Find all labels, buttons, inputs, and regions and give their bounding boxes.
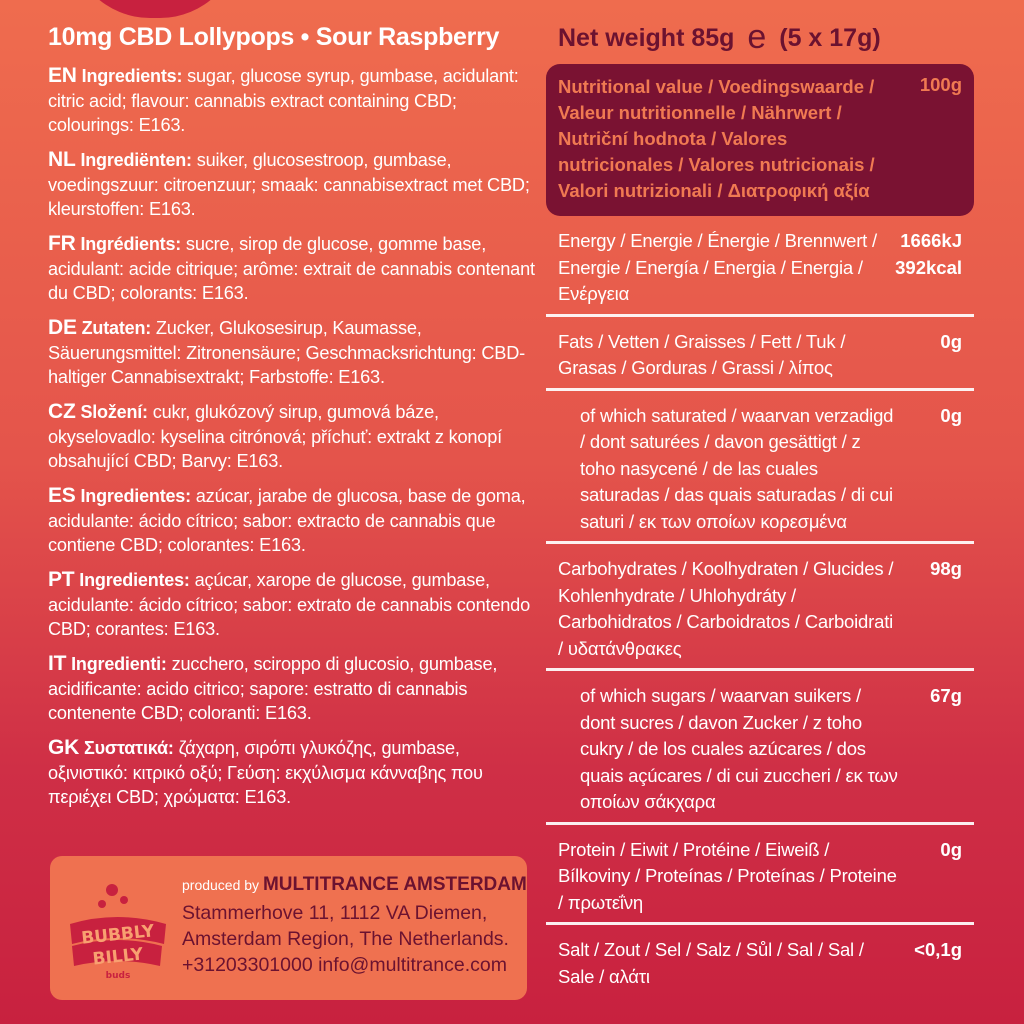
nutrition-header-label: Nutritional value / Voedingswaarde / Val… — [558, 76, 875, 201]
ingredients-label: Složení: — [80, 402, 148, 422]
decorative-circle — [70, 0, 240, 18]
nutrient-value: 0g — [940, 404, 962, 426]
ingredients-label: Ingredienti: — [71, 654, 167, 674]
language-code: IT — [48, 652, 67, 675]
nutrient-label: Protein / Eiwit / Protéine / Eiweiß / Bí… — [558, 838, 897, 913]
ingredient-nl: NL Ingrediënten: suiker, glucosestroop, … — [48, 148, 538, 222]
ingredient-en: EN Ingredients: sugar, glucose syrup, gu… — [48, 64, 538, 138]
nutrition-row: Protein / Eiwit / Protéine / Eiweiß / Bí… — [546, 833, 974, 925]
nutrient-label: of which sugars / waarvan suikers / dont… — [580, 685, 898, 812]
address-line-1: Stammerhove 11, 1112 VA Diemen, — [182, 902, 488, 924]
ingredients-text: Zucker, Glukosesirup, Kaumasse, Säuerung… — [48, 318, 526, 387]
ingredients-label: Ingredientes: — [80, 486, 191, 506]
contact-line: +31203301000 info@multitrance.com — [182, 954, 507, 976]
language-code: FR — [48, 232, 76, 255]
company-name: MULTITRANCE AMSTERDAM — [262, 874, 527, 895]
ingredients-label: Ingredients: — [81, 66, 183, 86]
language-code: PT — [48, 568, 75, 591]
language-code: NL — [48, 148, 76, 171]
language-code: CZ — [48, 400, 76, 423]
net-weight-label: Net weight 85g — [558, 24, 735, 52]
ingredients-text: suiker, glucosestroop, gumbase, voedings… — [48, 150, 530, 219]
nutrient-label: Fats / Vetten / Graisses / Fett / Tuk / … — [558, 330, 846, 379]
nutrition-header-per: 100g — [919, 74, 962, 95]
nutrition-column: Net weight 85g e (5 x 17g) Nutritional v… — [546, 20, 974, 987]
product-title: 10mg CBD Lollypops • Sour Raspberry — [48, 23, 500, 51]
nutrition-table: Energy / Energie / Énergie / Brennwert /… — [546, 224, 974, 1004]
ingredients-text: açúcar, xarope de glucose, gumbase, acid… — [48, 570, 531, 639]
nutrition-row: of which sugars / waarvan suikers / dont… — [546, 679, 974, 825]
nutrition-row: Carbohydrates / Koolhydraten / Glucides … — [546, 552, 974, 671]
nutrient-value: 0g — [940, 330, 962, 352]
nutrient-value: 0g — [940, 838, 962, 860]
nutrient-label: Energy / Energie / Énergie / Brennwert /… — [558, 230, 878, 304]
address-line-2: Amsterdam Region, The Netherlands. — [182, 928, 509, 950]
ingredients-text: zucchero, sciroppo di glucosio, gumbase,… — [48, 654, 498, 723]
logo-text-3: buds — [106, 971, 131, 981]
portion-label: (5 x 17g) — [779, 24, 881, 52]
nutrient-label: Carbohydrates / Koolhydraten / Glucides … — [558, 558, 894, 659]
ingredients-text: azúcar, jarabe de glucosa, base de goma,… — [48, 486, 526, 555]
ingredients-label: Zutaten: — [81, 318, 152, 338]
ingredient-fr: FR Ingrédients: sucre, sirop de glucose,… — [48, 232, 538, 306]
produced-by-label: produced by — [182, 877, 260, 893]
nutrient-label: Salt / Zout / Sel / Salz / Sůl / Sal / S… — [558, 939, 864, 987]
logo-text-2: BILLY — [92, 944, 145, 969]
ingredient-pt: PT Ingredientes: açúcar, xarope de gluco… — [48, 568, 538, 642]
e-mark-icon: e — [747, 18, 767, 56]
nutrition-row: Salt / Zout / Sel / Salz / Sůl / Sal / S… — [546, 933, 974, 996]
ingredients-column: 10mg CBD Lollypops • Sour Raspberry EN I… — [48, 22, 538, 820]
nutrient-value: 1666kJ 392kcal — [895, 230, 962, 278]
ingredients-label: Ingredientes: — [79, 570, 190, 590]
language-code: DE — [48, 316, 77, 339]
ingredient-it: IT Ingredienti: zucchero, sciroppo di gl… — [48, 652, 538, 726]
ingredients-label: Ingrédients: — [80, 234, 182, 254]
language-code: ES — [48, 484, 76, 507]
ingredients-label: Ingrediënten: — [80, 150, 192, 170]
producer-info: produced by MULTITRANCE AMSTERDAM Stamme… — [182, 870, 527, 978]
ingredients-text: ζάχαρη, σιρόπι γλυκόζης, gumbase, οξινισ… — [48, 738, 483, 807]
ingredients-text: sugar, glucose syrup, gumbase, acidulant… — [48, 66, 519, 135]
ingredient-cz: CZ Složení: cukr, glukózový sirup, gumov… — [48, 400, 538, 474]
language-code: GK — [48, 736, 80, 759]
net-weight: Net weight 85g e (5 x 17g) — [558, 20, 974, 54]
ingredient-de: DE Zutaten: Zucker, Glukosesirup, Kaumas… — [48, 316, 538, 390]
ingredients-list: EN Ingredients: sugar, glucose syrup, gu… — [48, 64, 538, 810]
nutrition-row: Energy / Energie / Énergie / Brennwert /… — [546, 224, 974, 317]
nutrient-value: <0,1g — [914, 939, 962, 960]
ingredients-text: cukr, glukózový sirup, gumová báze, okys… — [48, 402, 502, 471]
ingredient-es: ES Ingredientes: azúcar, jarabe de gluco… — [48, 484, 538, 558]
ingredients-label: Συστατικά: — [83, 738, 174, 758]
nutrition-header: Nutritional value / Voedingswaarde / Val… — [546, 64, 974, 216]
bubbly-billy-logo-icon: BUBBLY BILLY buds — [70, 884, 166, 981]
ingredients-text: sucre, sirop de glucose, gomme base, aci… — [48, 234, 535, 303]
nutrient-label: of which saturated / waarvan verzadigd /… — [580, 404, 894, 532]
nutrition-row: of which saturated / waarvan verzadigd /… — [546, 399, 974, 544]
nutrient-value: 98g — [930, 558, 962, 579]
producer-heading: produced by MULTITRANCE AMSTERDAM — [182, 870, 527, 900]
ingredient-gk: GK Συστατικά: ζάχαρη, σιρόπι γλυκόζης, g… — [48, 736, 538, 810]
nutrient-value: 67g — [930, 685, 962, 706]
language-code: EN — [48, 64, 77, 87]
producer-box: BUBBLY BILLY buds produced by MULTITRANC… — [50, 856, 527, 1000]
nutrition-row: Fats / Vetten / Graisses / Fett / Tuk / … — [546, 325, 974, 391]
